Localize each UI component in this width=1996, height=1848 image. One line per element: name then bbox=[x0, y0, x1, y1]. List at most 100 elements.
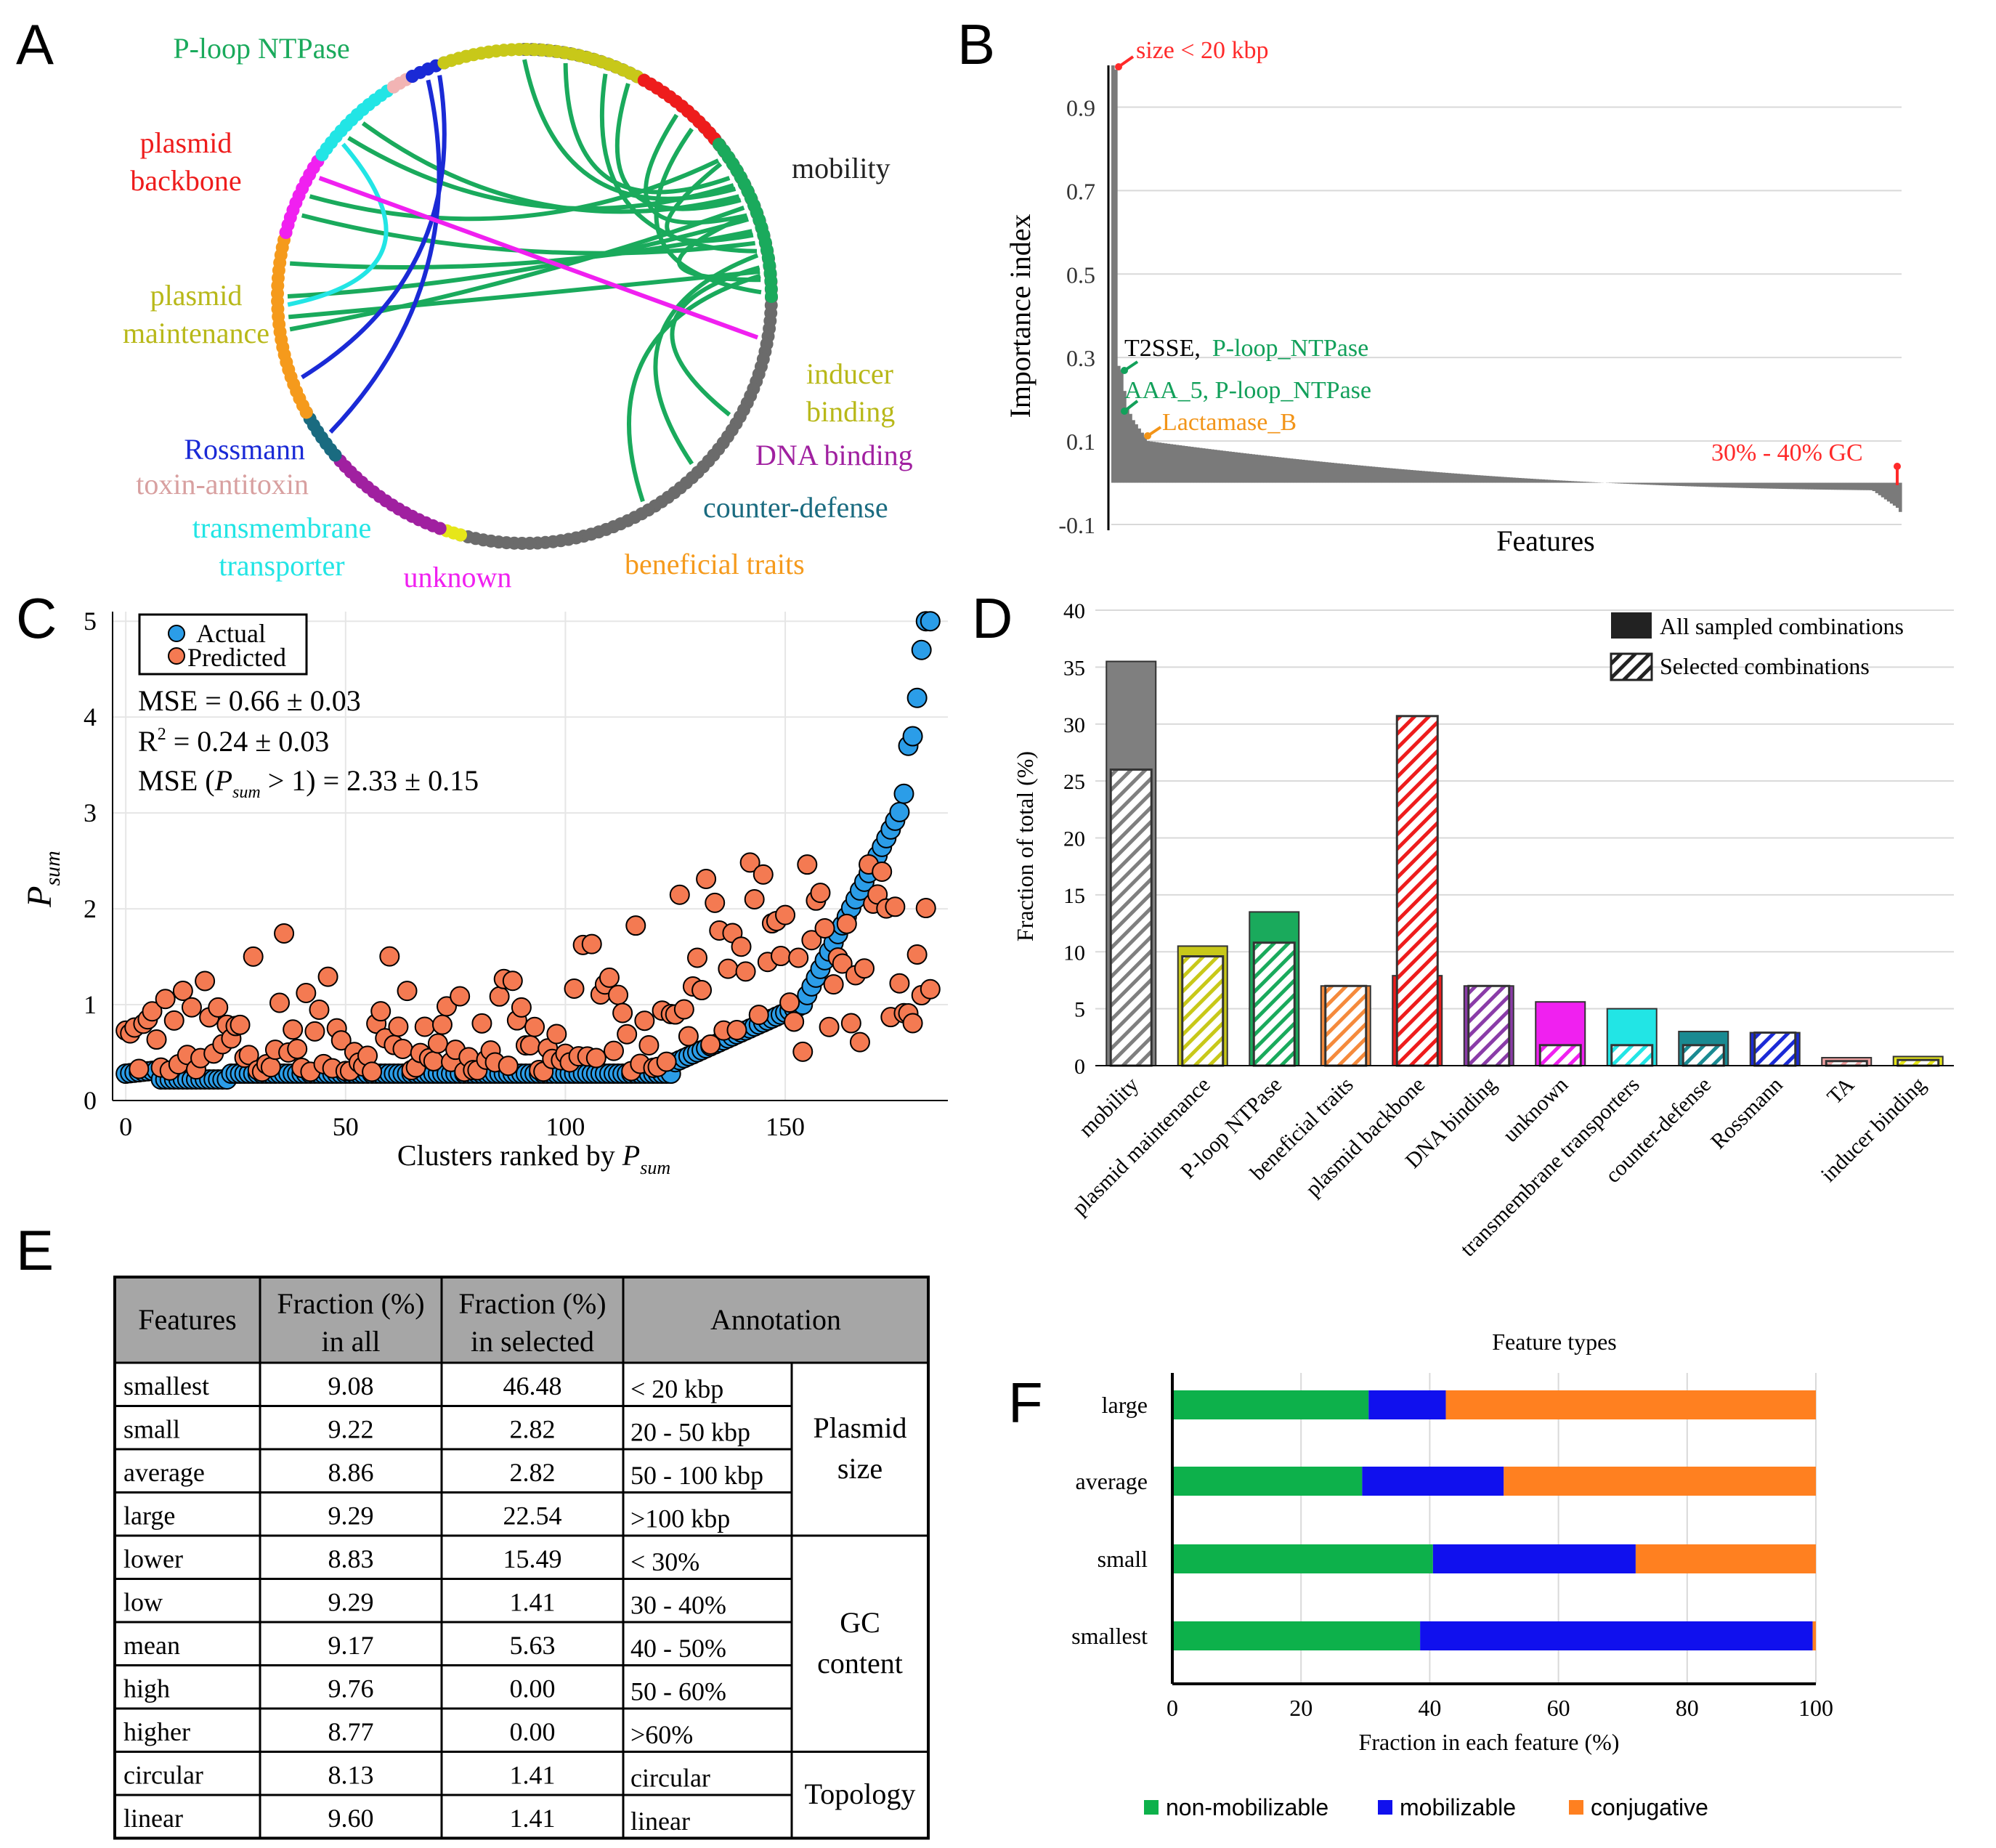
b-bar bbox=[1286, 458, 1291, 483]
e-header-cell: Fraction (%) in all bbox=[277, 1287, 424, 1358]
b-bar bbox=[1723, 482, 1727, 487]
b-bar bbox=[1866, 482, 1870, 490]
b-bar bbox=[1471, 474, 1475, 483]
b-bar bbox=[1664, 482, 1668, 486]
c-predicted-point bbox=[423, 1050, 444, 1071]
c-predicted-point bbox=[797, 854, 818, 875]
b-bar bbox=[1822, 482, 1826, 490]
e-cell-selected: 0.00 bbox=[510, 1674, 556, 1703]
b-bars bbox=[1111, 65, 1902, 512]
b-bar bbox=[1403, 469, 1408, 483]
b-bar bbox=[1521, 478, 1525, 483]
e-cell-annotation: >60% bbox=[630, 1720, 693, 1749]
b-bar bbox=[1316, 461, 1320, 483]
c-predicted-point bbox=[889, 973, 910, 994]
f-bar-segment bbox=[1504, 1467, 1816, 1496]
c-predicted-point bbox=[849, 1032, 870, 1053]
b-bar bbox=[1190, 447, 1194, 483]
b-bar bbox=[1714, 482, 1718, 487]
b-bar bbox=[1371, 466, 1376, 483]
b-bar bbox=[1814, 482, 1817, 490]
e-cell-all: 9.22 bbox=[328, 1415, 374, 1444]
f-xlabel: Fraction in each feature (%) bbox=[1359, 1729, 1620, 1755]
b-annotation-arrowhead bbox=[1121, 408, 1128, 415]
c-predicted-point bbox=[142, 1001, 163, 1022]
chord-label-line: P-loop NTPase bbox=[173, 32, 349, 65]
chord-label: plasmid maintenance bbox=[123, 279, 269, 349]
b-bar bbox=[1120, 370, 1124, 483]
b-bar bbox=[1251, 454, 1256, 483]
chord-ring bbox=[271, 43, 778, 550]
panel-c-scatter: 0 50 100 150 0 1 2 3 4 5 Actual Predicted MSE = 0… bbox=[20, 607, 948, 1178]
b-bar bbox=[1567, 481, 1572, 483]
b-bar bbox=[1755, 482, 1759, 489]
c-predicted-point bbox=[775, 904, 796, 925]
c-predicted-point bbox=[370, 1001, 392, 1022]
b-bar bbox=[1272, 456, 1276, 483]
b-bar bbox=[1433, 471, 1437, 483]
c-predicted-point bbox=[673, 999, 694, 1020]
b-bar bbox=[1506, 477, 1510, 483]
c-predicted-point bbox=[330, 1030, 352, 1051]
f-bars bbox=[1172, 1390, 1816, 1650]
b-bar bbox=[1817, 482, 1820, 490]
c-stat-r2: R2 = 0.24 ± 0.03 bbox=[138, 725, 329, 758]
c-xtick-label: 100 bbox=[545, 1112, 585, 1141]
f-bar-segment bbox=[1445, 1390, 1816, 1419]
d-ytick-label: 15 bbox=[1063, 884, 1085, 908]
b-bar bbox=[1547, 479, 1551, 483]
b-bar bbox=[1644, 482, 1648, 485]
b-bar bbox=[1169, 444, 1174, 483]
c-predicted-point bbox=[362, 1061, 383, 1082]
c-predicted-point bbox=[511, 997, 532, 1018]
b-bar bbox=[1342, 463, 1346, 483]
b-bar bbox=[1389, 468, 1393, 483]
b-bar bbox=[1462, 474, 1466, 483]
d-ytick-label: 20 bbox=[1063, 827, 1085, 851]
b-bar bbox=[1579, 481, 1583, 483]
c-legend: Actual Predicted bbox=[138, 613, 308, 676]
e-cell-feature: higher bbox=[123, 1717, 190, 1746]
f-category-label: large bbox=[1102, 1392, 1148, 1418]
b-bar bbox=[1345, 463, 1349, 483]
b-bar bbox=[1380, 467, 1384, 483]
b-bar bbox=[1758, 482, 1762, 489]
b-bar bbox=[1140, 432, 1144, 483]
b-bar bbox=[1772, 482, 1777, 489]
chord-label-line: counter-defense bbox=[703, 491, 888, 524]
e-cell-selected: 1.41 bbox=[510, 1804, 556, 1833]
b-bar bbox=[1111, 65, 1115, 483]
c-predicted-point bbox=[181, 997, 202, 1018]
b-bar bbox=[1439, 472, 1443, 483]
c-predicted-point bbox=[269, 992, 290, 1013]
d-bar-selected bbox=[1324, 984, 1368, 1067]
b-bar bbox=[1860, 482, 1865, 490]
b-bar bbox=[1488, 476, 1493, 483]
b-annotation: size < 20 kbp bbox=[1136, 37, 1269, 64]
b-bar bbox=[1491, 476, 1496, 483]
b-bar bbox=[1530, 479, 1533, 483]
b-bar bbox=[1699, 482, 1703, 487]
b-bar bbox=[1497, 477, 1501, 483]
e-cell-selected: 0.00 bbox=[510, 1717, 556, 1746]
d-category-label: plasmid backbone bbox=[1301, 1073, 1429, 1201]
b-bar bbox=[1400, 469, 1405, 483]
f-bar-segment bbox=[1172, 1621, 1421, 1650]
b-bar bbox=[1331, 463, 1334, 483]
b-bar bbox=[1129, 413, 1132, 483]
f-legend-label: mobilizable bbox=[1400, 1794, 1516, 1820]
e-header-cell: Annotation bbox=[710, 1303, 841, 1336]
b-bar bbox=[1717, 482, 1721, 487]
c-xtick-label: 0 bbox=[119, 1112, 132, 1141]
d-bar-selected bbox=[1753, 1032, 1797, 1067]
b-bar bbox=[1743, 482, 1748, 488]
b-bar bbox=[1591, 482, 1595, 483]
b-bar bbox=[1740, 482, 1744, 488]
b-bar bbox=[1181, 445, 1185, 483]
panel-label-b: B bbox=[957, 12, 995, 76]
b-bar bbox=[1629, 482, 1633, 485]
c-predicted-point bbox=[885, 896, 906, 917]
e-cell-all: 8.86 bbox=[328, 1458, 374, 1487]
